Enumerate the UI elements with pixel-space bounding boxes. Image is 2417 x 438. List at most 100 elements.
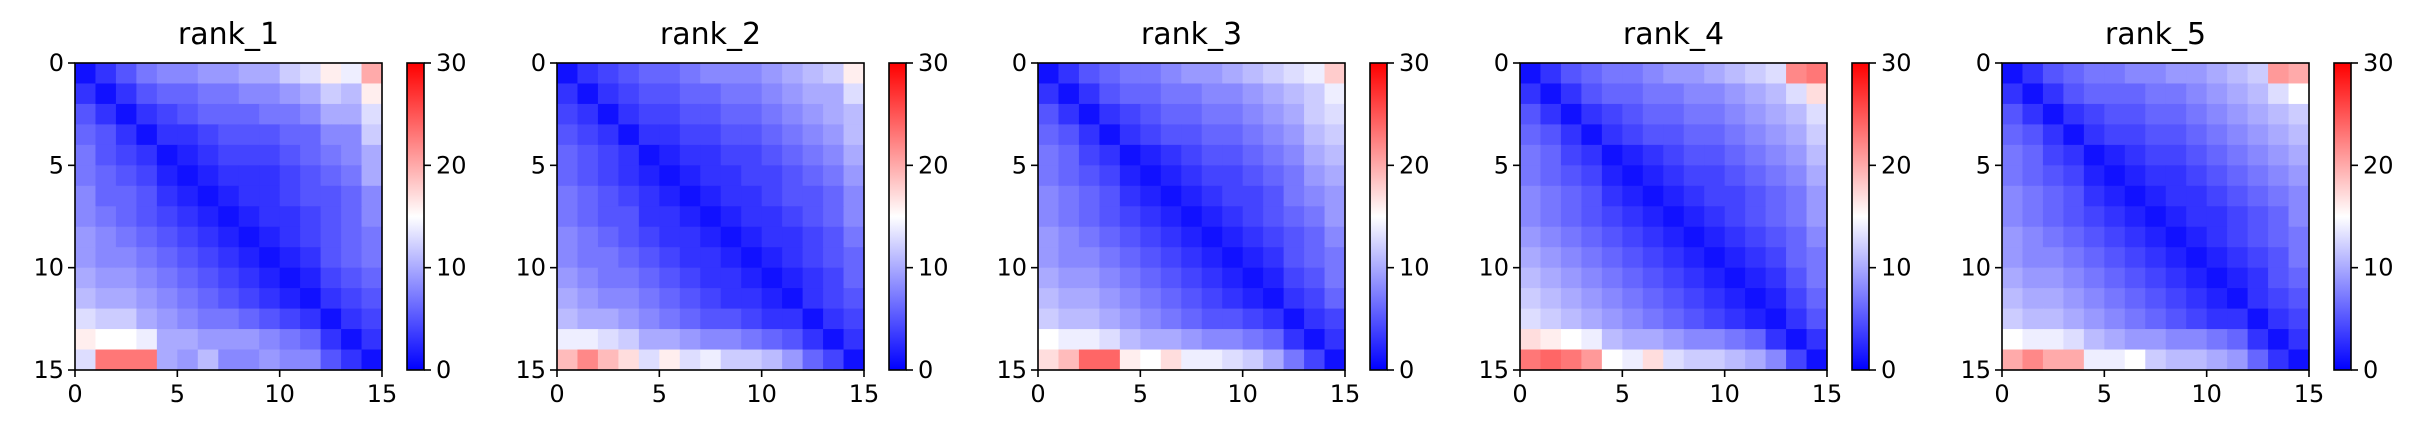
heatmap-cell xyxy=(1283,63,1305,85)
heatmap-cell xyxy=(320,247,342,269)
heatmap-cell xyxy=(2288,144,2310,166)
heatmap-cell xyxy=(1806,288,1828,310)
heatmap-cell xyxy=(1181,308,1203,330)
heatmap-cell xyxy=(341,329,363,351)
heatmap-cell xyxy=(843,124,865,146)
heatmap-cell xyxy=(2227,226,2249,248)
heatmap-cell xyxy=(1560,165,1582,187)
heatmap-cell xyxy=(761,308,783,330)
heatmap-cell xyxy=(741,206,763,228)
heatmap-cell xyxy=(1160,288,1182,310)
heatmap-cell xyxy=(95,124,117,146)
heatmap-cell xyxy=(741,124,763,146)
heatmap-cell xyxy=(1058,83,1080,105)
heatmap-cell xyxy=(2104,185,2126,207)
heatmap-cell xyxy=(2268,63,2290,85)
heatmap-cell xyxy=(720,247,742,269)
heatmap-cell xyxy=(557,124,579,146)
heatmap-cell xyxy=(1560,124,1582,146)
heatmap-cell xyxy=(597,267,619,289)
heatmap-cell xyxy=(618,124,640,146)
heatmap-cell xyxy=(2268,124,2290,146)
heatmap-cell xyxy=(300,83,322,105)
heatmap-cell xyxy=(197,185,219,207)
heatmap-cell xyxy=(2288,83,2310,105)
heatmap-cell xyxy=(1786,329,1808,351)
colorbar-tick-label: 20 xyxy=(2363,151,2394,179)
heatmap-cell xyxy=(2022,144,2044,166)
heatmap-cell xyxy=(1786,308,1808,330)
colorbar-tick-label: 30 xyxy=(2363,49,2394,77)
heatmap-cell xyxy=(577,349,599,371)
heatmap-cell xyxy=(1099,226,1121,248)
heatmap-cell xyxy=(761,165,783,187)
heatmap-cell xyxy=(320,267,342,289)
heatmap-cell xyxy=(1160,329,1182,351)
heatmap-cell xyxy=(2124,288,2146,310)
y-tick-label: 5 xyxy=(531,151,546,179)
heatmap-cell xyxy=(577,185,599,207)
heatmap-cells xyxy=(557,63,865,371)
heatmap-cell xyxy=(720,165,742,187)
heatmap-cell xyxy=(2083,329,2105,351)
heatmap-cell xyxy=(2247,308,2269,330)
heatmap-cell xyxy=(1683,288,1705,310)
heatmap-cell xyxy=(2042,144,2064,166)
heatmap-cell xyxy=(300,144,322,166)
heatmap-cell xyxy=(1704,267,1726,289)
heatmap-cell xyxy=(1520,226,1542,248)
heatmap-cell xyxy=(300,185,322,207)
heatmap-cell xyxy=(2145,308,2167,330)
heatmap-cell xyxy=(2227,165,2249,187)
x-tick-label: 0 xyxy=(1030,380,1045,408)
heatmap-cell xyxy=(2186,308,2208,330)
heatmap-cell xyxy=(1078,288,1100,310)
heatmap-cell xyxy=(75,329,97,351)
heatmap-cell xyxy=(1806,267,1828,289)
heatmap-cell xyxy=(300,103,322,125)
heatmap-cell xyxy=(1160,226,1182,248)
x-tick-label: 0 xyxy=(1512,380,1527,408)
heatmap-cell xyxy=(238,206,260,228)
heatmap-cell xyxy=(1099,206,1121,228)
heatmap-cell xyxy=(320,63,342,85)
heatmap-cell xyxy=(300,247,322,269)
heatmap-cell xyxy=(618,247,640,269)
heatmap-cell xyxy=(218,288,240,310)
heatmap-cell xyxy=(2022,165,2044,187)
heatmap-cell xyxy=(2268,349,2290,371)
heatmap-cell xyxy=(2288,349,2310,371)
heatmap-cell xyxy=(1140,185,1162,207)
x-tick-label: 0 xyxy=(67,380,82,408)
heatmap-cell xyxy=(2145,124,2167,146)
heatmap-cell xyxy=(1704,349,1726,371)
heatmap-cell xyxy=(1099,103,1121,125)
heatmap-cell xyxy=(1765,247,1787,269)
heatmap-cell xyxy=(1724,247,1746,269)
heatmap-cell xyxy=(2104,247,2126,269)
heatmap-cell xyxy=(1601,185,1623,207)
heatmap-cell xyxy=(2022,308,2044,330)
x-tick-label: 10 xyxy=(264,380,295,408)
heatmap-cell xyxy=(700,308,722,330)
heatmap-cell xyxy=(95,185,117,207)
heatmap-cell xyxy=(1540,349,1562,371)
heatmap-cell xyxy=(577,144,599,166)
heatmap-cell xyxy=(218,206,240,228)
heatmap-cell xyxy=(1765,165,1787,187)
heatmap-cell xyxy=(597,349,619,371)
heatmap-cell xyxy=(1520,144,1542,166)
heatmap-cell xyxy=(259,144,281,166)
heatmap-cell xyxy=(1304,226,1326,248)
heatmap-cell xyxy=(1201,83,1223,105)
heatmap-cell xyxy=(2268,83,2290,105)
heatmap-cell xyxy=(1560,247,1582,269)
heatmap-cell xyxy=(2104,206,2126,228)
heatmap-cell xyxy=(238,308,260,330)
heatmap-cell xyxy=(2063,144,2085,166)
heatmap-cell xyxy=(115,247,137,269)
heatmap-cell xyxy=(1181,144,1203,166)
heatmap-cell xyxy=(2165,103,2187,125)
heatmap-cell xyxy=(1242,165,1264,187)
